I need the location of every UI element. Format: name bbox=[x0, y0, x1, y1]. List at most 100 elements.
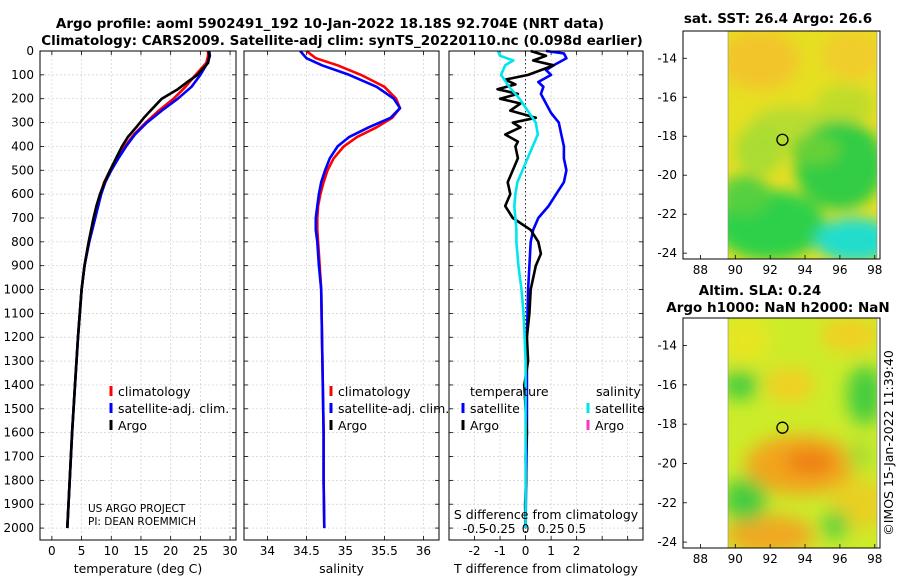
map-y-tick-label: -14 bbox=[657, 339, 677, 353]
credit-project: US ARGO PROJECT bbox=[88, 503, 186, 515]
y-tick-label: 2000 bbox=[3, 521, 34, 535]
legend-t-argo: Argo bbox=[470, 418, 499, 433]
temperature-panel: 0100200300400500600700800900100011001200… bbox=[3, 44, 237, 576]
y-tick-label: 1600 bbox=[3, 426, 34, 440]
legend-argo: Argo bbox=[338, 418, 367, 433]
s-tick-label: 0 bbox=[522, 522, 530, 536]
y-tick-label: 1800 bbox=[3, 473, 34, 487]
temperature-legend: climatology satellite-adj. clim. Argo bbox=[109, 384, 229, 433]
map-x-tick-label: 96 bbox=[832, 263, 847, 277]
plot-frame bbox=[243, 50, 440, 541]
x-tick-label: 30 bbox=[222, 544, 237, 558]
map-x-tick-label: 88 bbox=[693, 552, 708, 566]
legend-satellite-adj: satellite-adj. clim. bbox=[338, 401, 449, 416]
legend-satellite-adj: satellite-adj. clim. bbox=[118, 401, 229, 416]
sla-map-subtitle: Argo h1000: NaN h2000: NaN bbox=[666, 300, 889, 316]
y-tick-label: 300 bbox=[11, 116, 34, 130]
y-tick-label: 600 bbox=[11, 187, 34, 201]
map-x-tick-label: 92 bbox=[763, 552, 778, 566]
x-tick-label: 36 bbox=[416, 544, 431, 558]
map-x-tick-label: 98 bbox=[867, 552, 882, 566]
map-y-tick-label: -22 bbox=[657, 496, 677, 510]
series-satellite-adj-clim- bbox=[299, 50, 402, 529]
y-tick-label: 400 bbox=[11, 139, 34, 153]
x-tick-label: 10 bbox=[104, 544, 119, 558]
sla-map-title: Altim. SLA: 0.24 bbox=[699, 283, 821, 299]
y-tick-label: 200 bbox=[11, 92, 34, 106]
legend-t-satellite: satellite bbox=[470, 401, 520, 416]
credit-pi: PI: DEAN ROEMMICH bbox=[88, 516, 196, 528]
legend-climatology: climatology bbox=[338, 384, 411, 399]
map-frame bbox=[682, 317, 881, 549]
map-x-tick-label: 92 bbox=[763, 263, 778, 277]
salinity-panel: 34 34.5 35 35.5 36 salinity bbox=[243, 49, 440, 576]
s-tick-label: 0.5 bbox=[567, 522, 586, 536]
y-tick-label: 1400 bbox=[3, 378, 34, 392]
map-y-tick-label: -14 bbox=[657, 51, 677, 65]
series-t-satellite bbox=[524, 49, 568, 529]
map-y-tick-label: -20 bbox=[657, 168, 677, 182]
y-tick-label: 1100 bbox=[3, 306, 34, 320]
argo-position-marker bbox=[776, 421, 789, 434]
legend-climatology: climatology bbox=[118, 384, 191, 399]
series-argo bbox=[66, 50, 211, 529]
x-tick-label: 0 bbox=[48, 544, 56, 558]
x-tick-label: -1 bbox=[494, 544, 506, 558]
map-y-tick-label: -24 bbox=[657, 535, 677, 549]
map-y-tick-label: -16 bbox=[657, 90, 677, 104]
x-axis-label: T difference from climatology bbox=[453, 561, 639, 576]
map-x-tick-label: 88 bbox=[693, 263, 708, 277]
x-tick-label: 35.5 bbox=[371, 544, 398, 558]
y-tick-label: 1300 bbox=[3, 354, 34, 368]
sst-map-axes: 88 90 92 94 96 98 -14 -16 -18 -20 -22 -24 bbox=[657, 30, 882, 277]
y-tick-label: 900 bbox=[11, 259, 34, 273]
map-y-tick-label: -22 bbox=[657, 207, 677, 221]
y-tick-label: 700 bbox=[11, 211, 34, 225]
map-x-tick-label: 98 bbox=[867, 263, 882, 277]
map-x-tick-label: 96 bbox=[832, 552, 847, 566]
y-tick-label: 1200 bbox=[3, 330, 34, 344]
difference-legend: temperature salinity satellite Argo sate… bbox=[461, 384, 645, 433]
x-tick-label: 35 bbox=[338, 544, 353, 558]
y-tick-label: 0 bbox=[26, 44, 34, 58]
plot-frame bbox=[39, 50, 237, 541]
map-x-tick-label: 90 bbox=[728, 552, 743, 566]
sla-map-image bbox=[728, 318, 877, 548]
x-tick-label: 2 bbox=[573, 544, 581, 558]
x-tick-label: 1 bbox=[547, 544, 555, 558]
s-tick-label: 0.25 bbox=[538, 522, 565, 536]
difference-panel: -2 -1 0 1 2 T difference from climatology S di… bbox=[448, 49, 644, 576]
argo-position-marker bbox=[776, 133, 789, 146]
y-tick-label: 1000 bbox=[3, 283, 34, 297]
map-y-tick-label: -18 bbox=[657, 129, 677, 143]
legend-s-satellite: satellite bbox=[595, 401, 645, 416]
sst-map-title: sat. SST: 26.4 Argo: 26.6 bbox=[684, 11, 872, 27]
map-y-tick-label: -24 bbox=[657, 246, 677, 260]
x-tick-label: 20 bbox=[163, 544, 178, 558]
y-tick-label: 1900 bbox=[3, 497, 34, 511]
y-tick-label: 1500 bbox=[3, 402, 34, 416]
title-line-1: Argo profile: aoml 5902491_192 10-Jan-20… bbox=[56, 16, 604, 32]
title-line-2: Climatology: CARS2009. Satellite-adj cli… bbox=[41, 33, 643, 49]
y-tick-label: 100 bbox=[11, 68, 34, 82]
y-tick-label: 800 bbox=[11, 235, 34, 249]
x-tick-label: 15 bbox=[133, 544, 148, 558]
x-axis-label: temperature (deg C) bbox=[74, 561, 203, 576]
plot-frame bbox=[448, 50, 644, 541]
s-tick-label: -0.25 bbox=[485, 522, 516, 536]
legend-salinity-header: salinity bbox=[596, 384, 641, 399]
x-tick-label: 0 bbox=[522, 544, 530, 558]
x-tick-label: 34.5 bbox=[293, 544, 320, 558]
map-x-tick-label: 94 bbox=[797, 263, 812, 277]
imos-credit: ©IMOS 15-Jan-2022 11:39:40 bbox=[881, 350, 896, 536]
legend-s-argo: Argo bbox=[595, 418, 624, 433]
legend-temperature-header: temperature bbox=[470, 384, 549, 399]
map-y-tick-label: -16 bbox=[657, 378, 677, 392]
x-tick-label: 5 bbox=[78, 544, 86, 558]
map-y-tick-label: -20 bbox=[657, 456, 677, 470]
map-y-tick-label: -18 bbox=[657, 417, 677, 431]
map-x-tick-label: 94 bbox=[797, 552, 812, 566]
y-tick-label: 1700 bbox=[3, 450, 34, 464]
x-tick-label: -2 bbox=[469, 544, 481, 558]
